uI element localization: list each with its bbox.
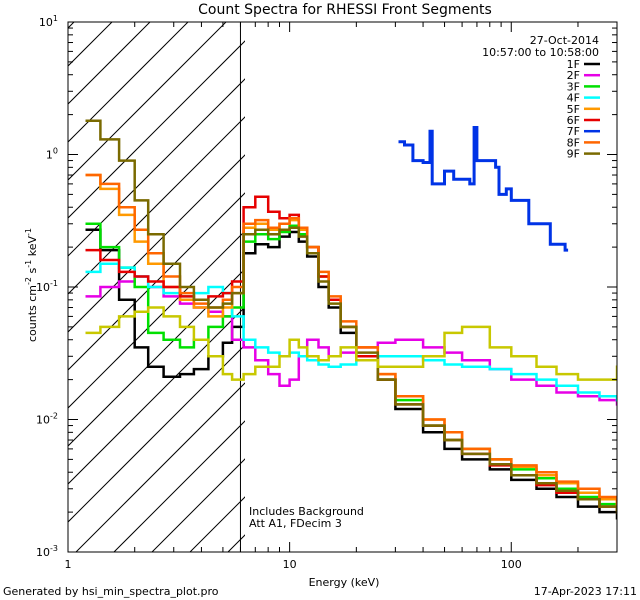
y-tick-label: 10-2 [36,412,58,427]
footer-timestamp: 17-Apr-2023 17:11 [534,585,637,598]
legend-label-7f: 7F [567,125,580,138]
legend-label-6f: 6F [567,114,580,127]
hatch-line [75,382,245,552]
series-yellow-green-line [85,306,617,381]
hatch-line [68,78,245,257]
y-tick-label: 10 [46,147,58,162]
annotation-attenuator: Att A1, FDecim 3 [249,517,342,530]
y-axis-label: counts cm-2 s-1 keV-1 [24,228,39,342]
y-tick-label: 10-1 [36,279,58,294]
legend-time-range: 10:57:00 to 10:58:00 [482,46,599,59]
legend-label-9f: 9F [567,148,580,161]
hatch-line [342,22,640,552]
x-axis-label: Energy (keV) [309,576,380,589]
hatch-line [68,306,245,485]
hatch-line [113,420,245,552]
y-tick-labels: 101 10 10-1 10-2 10-3 [36,14,58,559]
series-7f-line [398,126,569,252]
legend-label-4f: 4F [567,92,580,105]
hatch-line [68,22,189,143]
hatch-line [304,22,640,552]
x-tick-label: 1 [65,558,72,571]
hatch-line [68,268,245,447]
hatch-line [68,40,245,219]
series-6f-line [85,195,617,514]
chart-title: Count Spectra for RHESSI Front Segments [198,2,492,18]
legend-label-8f: 8F [567,136,580,149]
annotation-background: Includes Background [249,505,364,518]
legend-label-3f: 3F [567,80,580,93]
legend: 27-Oct-2014 10:57:00 to 10:58:00 1F2F3F4… [482,34,600,161]
y-tick-label: 101 [39,14,58,29]
legend-label-1f: 1F [567,58,580,71]
footer-generator: Generated by hsi_min_spectra_plot.pro [3,585,219,598]
legend-label-5f: 5F [567,103,580,116]
x-tick-label: 10 [283,558,297,571]
axis-ticks [67,21,618,553]
x-tick-label: 100 [501,558,522,571]
hatch-line [68,344,245,523]
series-layer [85,119,617,520]
legend-label-2f: 2F [567,69,580,82]
series-9f-line [85,119,617,514]
hatch-line [68,22,227,181]
legend-date: 27-Oct-2014 [530,34,599,47]
y-tick-label: 10-3 [36,544,58,559]
